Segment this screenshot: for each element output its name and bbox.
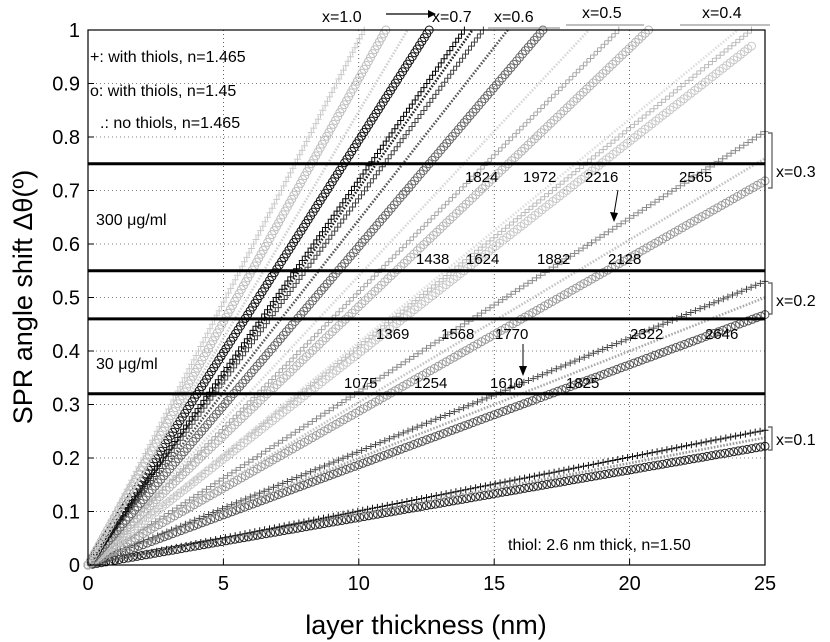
concentration-label-300: 300 μg/ml	[96, 212, 167, 229]
series-x-0-5-dot	[87, 29, 590, 566]
intersection-label: 1075	[344, 375, 377, 392]
legend-entry-circle: o: with thiols, n=1.45	[90, 83, 236, 100]
bracket-x01	[768, 426, 773, 451]
legend-entry-dot: .: no thiols, n=1.465	[100, 115, 240, 132]
intersection-label: 1624	[466, 251, 499, 268]
label-x-0-3: x=0.3	[776, 164, 816, 181]
y-tick-label: 0.3	[52, 395, 80, 417]
series-line	[86, 29, 509, 566]
intersection-label: 2565	[679, 169, 712, 186]
series-line	[87, 28, 739, 567]
label-x-0-7: x=0.7	[432, 9, 472, 26]
bracket-x03	[768, 132, 773, 189]
arrow-head-2216	[610, 212, 618, 222]
intersection-label: 1369	[376, 326, 409, 343]
intersection-label: 1438	[416, 251, 449, 268]
bracket-x02	[768, 282, 773, 315]
intersection-label: 1254	[414, 375, 447, 392]
x-tick-label: 5	[218, 573, 229, 595]
arrow-2216	[613, 189, 619, 215]
intersection-label: 2216	[585, 169, 618, 186]
intersection-label: 1972	[523, 169, 556, 186]
y-tick-label: 0.4	[52, 341, 80, 363]
y-tick-label: 0.8	[52, 127, 80, 149]
label-x-0-1: x=0.1	[776, 432, 816, 449]
intersection-label: 1770	[495, 326, 528, 343]
x-tick-label: 25	[754, 573, 776, 595]
y-tick-label: 0.7	[52, 181, 80, 203]
intersection-label: 2646	[705, 326, 738, 343]
concentration-label-30: 30 μg/ml	[96, 356, 158, 373]
series-x-0-6-dot	[86, 29, 509, 566]
series-x-0-1-dot	[87, 436, 766, 567]
y-tick-label: 0.6	[52, 234, 80, 256]
label-x-0-5: x=0.5	[582, 5, 622, 22]
thiol-note: thiol: 2.6 nm thick, n=1.50	[508, 537, 691, 554]
intersection-label: 1824	[465, 169, 498, 186]
series-x-0-3-dot	[87, 157, 766, 567]
intersection-label: 1568	[441, 326, 474, 343]
x-tick-label: 0	[82, 573, 93, 595]
intersection-label: 1825	[566, 375, 599, 392]
label-x-0-2: x=0.2	[776, 293, 816, 310]
x-axis-label: layer thickness (nm)	[305, 610, 547, 640]
y-tick-label: 0	[69, 555, 80, 577]
intersection-label: 1882	[537, 251, 570, 268]
intersection-label: 2128	[608, 251, 641, 268]
x-tick-label: 15	[483, 573, 505, 595]
intersection-label: 1610	[490, 375, 523, 392]
label-x-1-0: x=1.0	[322, 9, 362, 26]
intersection-label: 2322	[630, 326, 663, 343]
label-x-0-6: x=0.6	[494, 9, 534, 26]
x-tick-label: 20	[618, 573, 640, 595]
x-ticks: 0 5 10 15 20 25	[82, 559, 776, 595]
arrow-head-1770	[519, 366, 527, 376]
x-tick-label: 10	[348, 573, 370, 595]
arrow-head-x07	[428, 10, 436, 18]
series-x-0-7-dot	[86, 29, 474, 566]
series-line	[86, 29, 409, 566]
series-line	[87, 436, 766, 567]
series-line	[87, 157, 766, 567]
legend-entry-plus: +: with thiols, n=1.465	[90, 49, 246, 66]
series-line	[86, 29, 474, 566]
series-x-0-4-dot	[87, 28, 739, 567]
y-tick-label: 1	[69, 20, 80, 42]
series-line	[87, 29, 590, 566]
label-x-0-4: x=0.4	[702, 5, 742, 22]
threshold-lines	[88, 162, 765, 396]
series-x-1-0-dot	[86, 29, 409, 566]
y-tick-label: 0.1	[52, 502, 80, 524]
y-tick-label: 0.9	[52, 74, 80, 96]
y-axis-label: SPR angle shift Δθ(º)	[8, 170, 38, 425]
y-ticks: 0 0.1 0.2 0.3 0.4 0.5 0.6 0.7 0.8 0.9 1	[52, 20, 94, 577]
y-tick-label: 0.5	[52, 288, 80, 310]
y-tick-label: 0.2	[52, 448, 80, 470]
